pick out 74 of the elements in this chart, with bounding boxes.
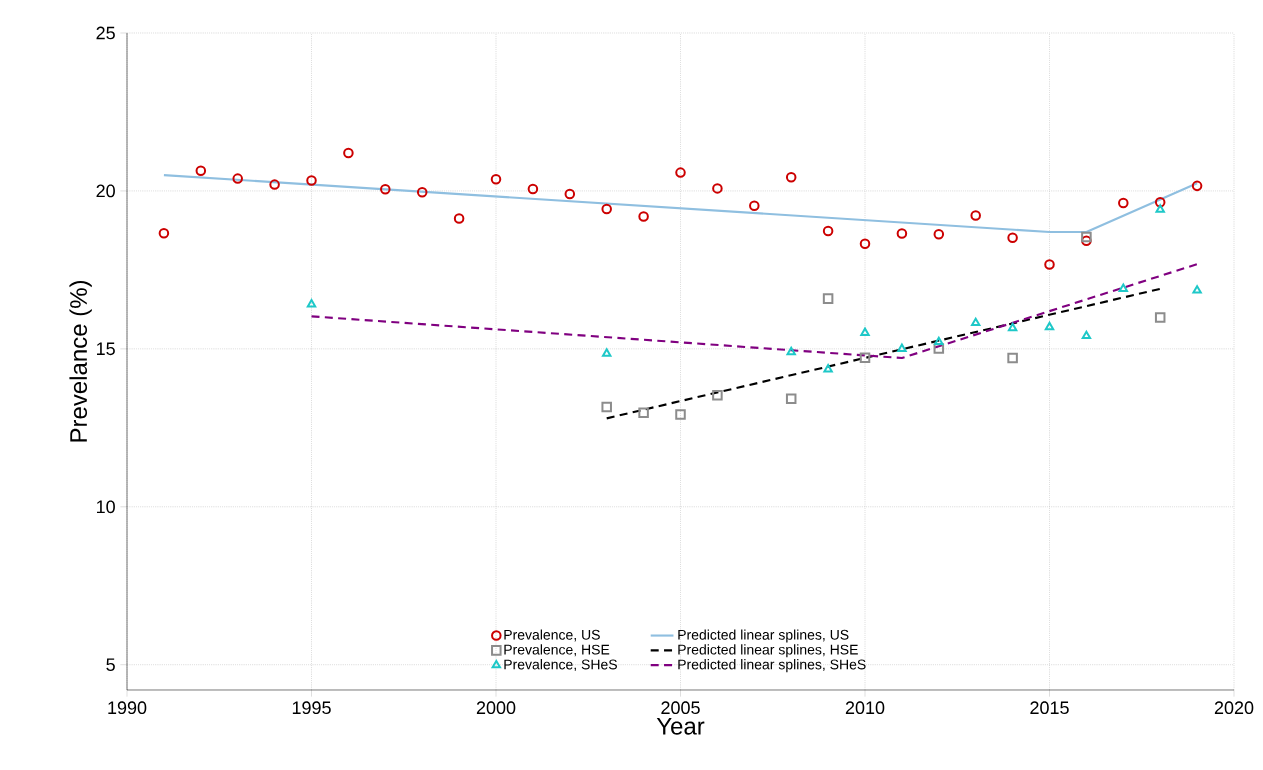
point [786,346,796,356]
point [712,183,723,194]
point [601,401,612,413]
point [933,343,945,354]
point [1044,321,1055,331]
point [712,390,723,401]
legend-label: Predicted linear splines, HSE [678,644,858,658]
legend-label: Prevalence, HSE [504,644,610,657]
point [638,211,649,222]
legend-label: Prevalence, US [504,629,600,642]
point [897,343,907,352]
point [343,147,354,159]
legend-label: Predicted linear splines, US [678,629,849,643]
point [638,407,649,418]
legend-label: Prevalence, SHeS [504,659,617,672]
point [269,179,280,190]
x-tick-label: 1995 [292,701,331,715]
point [453,213,465,224]
point [675,167,686,178]
point [1081,231,1092,243]
x-tick-label: 1990 [108,701,147,715]
point [822,225,834,237]
point [306,175,317,186]
point [859,352,871,363]
point [601,203,612,215]
point [564,188,576,200]
x-tick-label: 2010 [845,701,885,715]
y-tick-label: 10 [97,500,115,514]
point [1044,259,1055,270]
y-tick-label: 25 [96,26,115,40]
point [158,227,170,239]
point [232,173,243,184]
point [859,238,871,249]
point [934,336,944,346]
point [602,348,612,357]
point [785,393,797,405]
point [1118,197,1129,209]
point [1007,352,1018,364]
point [1081,330,1092,340]
point [675,409,686,420]
point [822,293,834,304]
point [896,228,908,239]
x-tick-label: 2000 [476,701,516,715]
point [306,299,317,308]
point [749,200,760,212]
point [416,186,428,198]
y-tick-label: 15 [97,342,115,356]
point [1155,204,1165,213]
point [1154,197,1166,208]
point [785,172,797,183]
point [971,317,981,327]
point [1081,235,1092,247]
point [1007,232,1018,243]
point [380,184,391,195]
x-tick-label: 2020 [1214,701,1254,715]
point [490,173,502,185]
y-tick-label: 20 [96,184,115,198]
x-tick-label: 2005 [661,701,700,715]
point [933,228,945,240]
point [970,210,981,221]
y-axis-title: Prevelance (%) [69,280,92,442]
point [1154,312,1166,323]
point [860,327,870,336]
x-tick-label: 2015 [1030,701,1069,715]
point [823,364,833,373]
point [1192,285,1202,294]
point [1007,322,1018,332]
legend-label: Predicted linear splines, SHeS [678,659,866,673]
y-tick-label: 5 [106,658,115,671]
x-axis-title: Year [656,717,705,735]
point [195,165,207,176]
point [527,183,539,195]
point [1118,283,1128,292]
point [1191,180,1203,192]
